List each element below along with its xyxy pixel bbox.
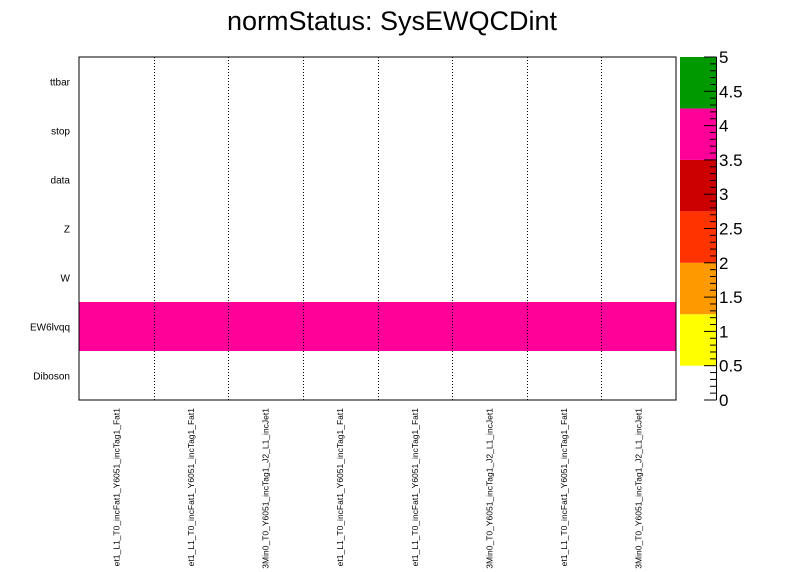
x-tick-label: 3Min0_T0_Y6051_incTag1_J2_L1_incJet1 [484, 408, 494, 569]
z-tick-label: 2.5 [719, 220, 743, 239]
z-tick-label: 0.5 [719, 357, 743, 376]
y-tick-label: ttbar [50, 78, 71, 89]
heatmap-cell [452, 302, 528, 351]
z-tick-label: 2 [719, 254, 728, 273]
palette-block [680, 314, 716, 366]
palette-block [680, 108, 716, 160]
heatmap-cell [79, 302, 155, 351]
heatmap-cell [601, 302, 677, 351]
x-tick-label: 3Min0_T0_Y6051_incTag1_J2_L1_incJet1 [261, 408, 271, 569]
x-tick-label: et1_L1_T0_incFat1_Y6051_incTag1_Fat1 [410, 408, 420, 567]
x-tick-label: 3Min0_T0_Y6051_incTag1_J2_L1_incJet1 [634, 408, 644, 569]
z-tick-label: 1 [719, 322, 728, 341]
y-tick-label: Diboson [33, 372, 70, 383]
palette-block [680, 159, 716, 212]
y-tick-label: W [61, 274, 71, 285]
z-tick-label: 5 [719, 48, 728, 67]
z-tick-label: 3 [719, 185, 728, 204]
z-tick-label: 4.5 [719, 82, 743, 101]
z-tick-label: 0 [719, 391, 728, 410]
palette-block [680, 57, 716, 109]
heatmap-cell [302, 302, 378, 351]
grid-lines [154, 57, 602, 400]
heatmap-cells [79, 302, 677, 351]
y-tick-label: Z [64, 225, 70, 236]
y-tick-label: stop [51, 127, 70, 138]
y-tick-label: EW6lvqq [30, 323, 70, 334]
z-tick-label: 4 [719, 117, 728, 136]
x-tick-label: et1_L1_T0_incFat1_Y6051_incTag1_Fat1 [186, 408, 196, 567]
x-tick-label: et1_L1_T0_incFat1_Y6051_incTag1_Fat1 [335, 408, 345, 567]
heatmap-cell [153, 302, 229, 351]
y-tick-label: data [51, 176, 71, 187]
color-palette [680, 57, 716, 366]
plot-frame [78, 56, 677, 401]
heatmap-cell [377, 302, 453, 351]
x-axis-labels: et1_L1_T0_incFat1_Y6051_incTag1_Fat1 et1_… [111, 408, 643, 569]
z-tick-label: 1.5 [719, 288, 743, 307]
heatmap-cell [526, 302, 602, 351]
palette-block [680, 211, 716, 263]
chart-title: normStatus: SysEWQCDint [227, 6, 558, 36]
x-tick-label: et1_L1_T0_incFat1_Y6051_incTag1_Fat1 [559, 408, 569, 567]
palette-block [680, 262, 716, 315]
z-axis: 0 0.5 1 1.5 2 2.5 3 3.5 4 4.5 5 [704, 48, 743, 410]
x-tick-label: et1_L1_T0_incFat1_Y6051_incTag1_Fat1 [111, 408, 121, 567]
heatmap-cell [228, 302, 304, 351]
z-tick-label: 3.5 [719, 151, 743, 170]
